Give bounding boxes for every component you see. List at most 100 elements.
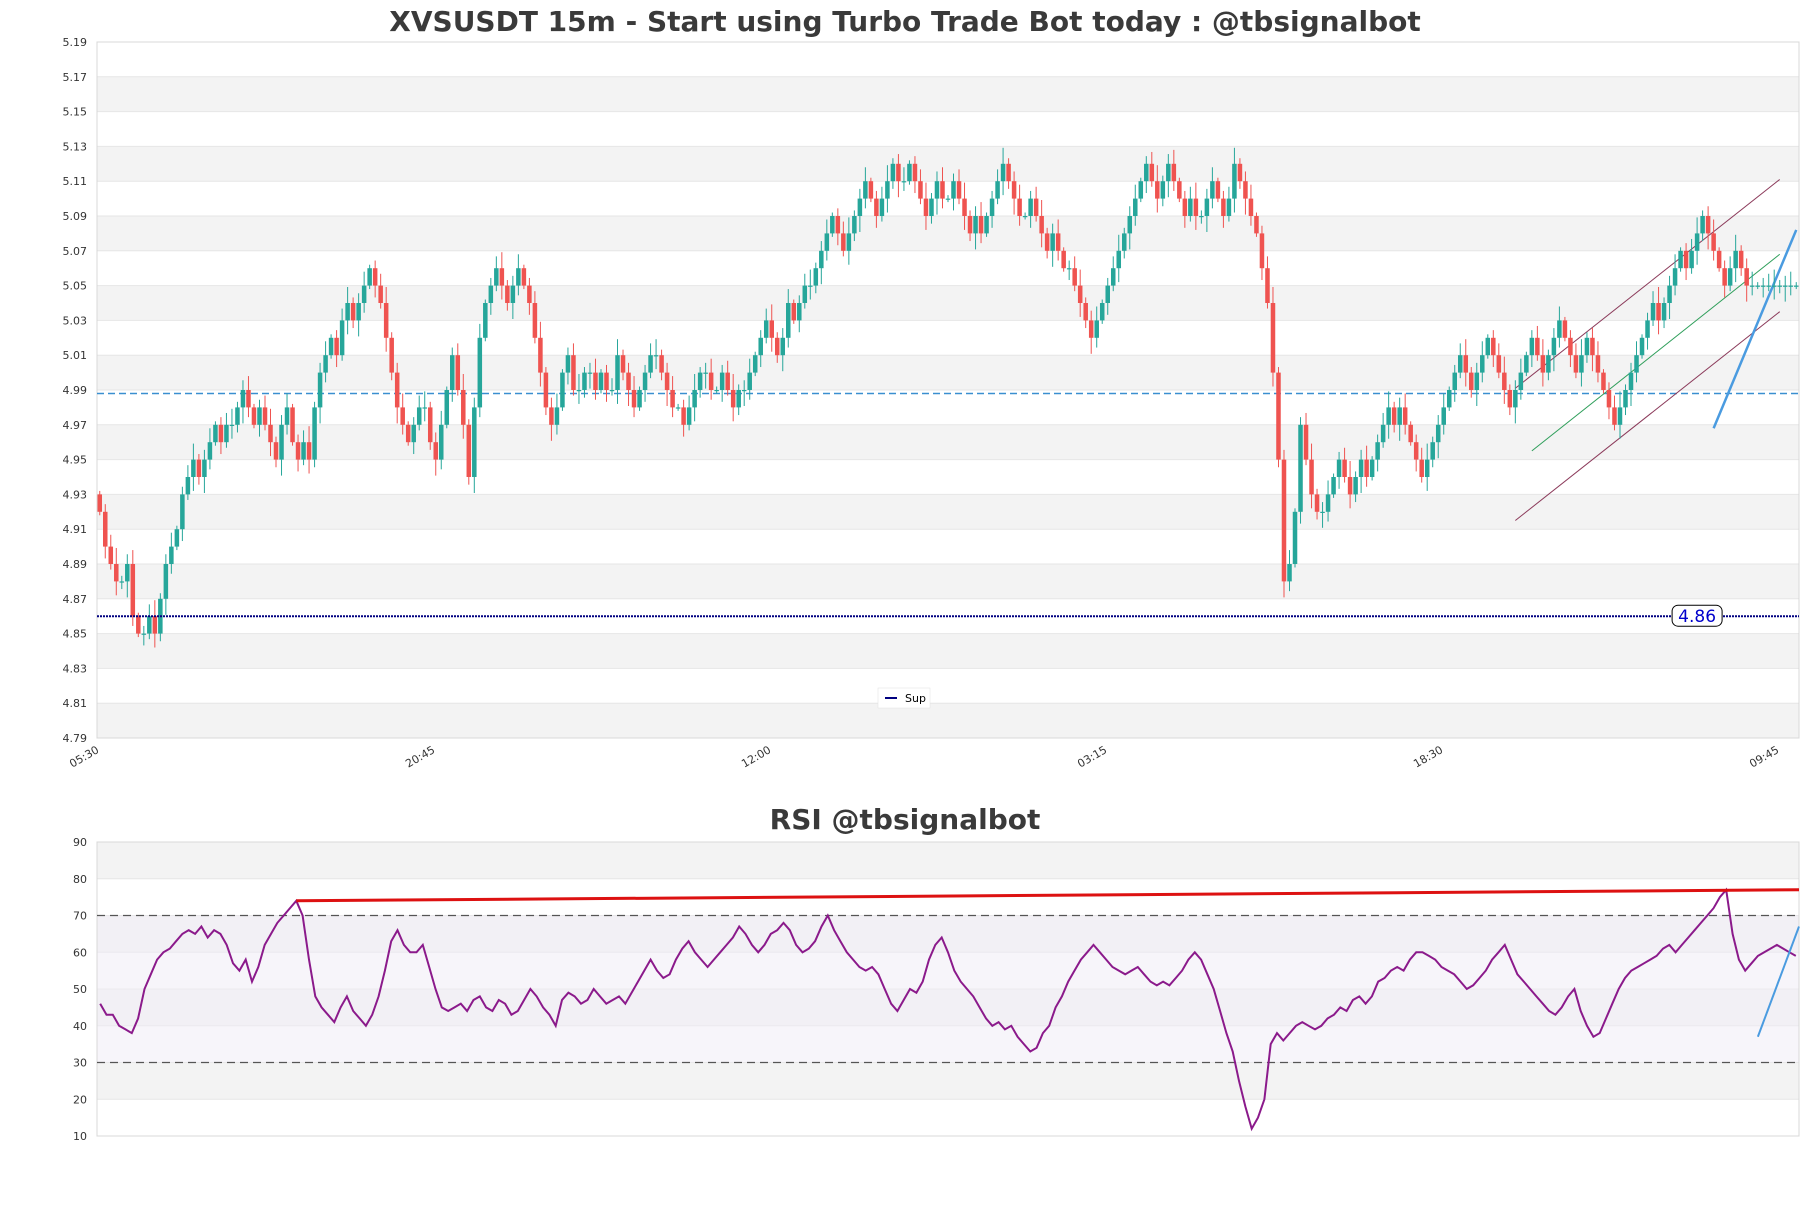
- candle-body: [279, 424, 284, 460]
- candle-body: [1364, 459, 1369, 477]
- legend-label-sup: Sup: [905, 692, 926, 705]
- candle-body: [642, 372, 648, 390]
- candle-body: [697, 372, 703, 390]
- candle-body: [609, 390, 615, 392]
- candle-body: [1166, 163, 1171, 182]
- candle-body: [659, 355, 664, 373]
- candle-body: [1182, 198, 1188, 216]
- candle-body: [934, 181, 940, 199]
- candle-body: [1535, 337, 1540, 356]
- candle-body: [273, 442, 279, 460]
- candle-body: [995, 181, 1000, 199]
- candle-body: [620, 355, 626, 373]
- candle-body: [1254, 216, 1259, 234]
- candle-body: [1716, 250, 1722, 269]
- candle-body: [846, 233, 852, 251]
- candle-body: [835, 216, 841, 234]
- price-y-tick-label: 5.13: [63, 140, 88, 153]
- candle-body: [912, 163, 918, 182]
- candle-body: [141, 633, 147, 635]
- price-x-tick-label: 20:45: [403, 743, 437, 770]
- candle-body: [1375, 442, 1380, 460]
- candle-body: [929, 198, 934, 216]
- candle-body: [879, 198, 885, 216]
- candle-body: [262, 407, 268, 425]
- candle-body: [1612, 407, 1617, 425]
- price-band: [97, 529, 1799, 564]
- candle-body: [648, 355, 653, 373]
- candle-body: [907, 163, 912, 182]
- rsi-band: [97, 1099, 1799, 1136]
- candle-body: [1347, 477, 1353, 495]
- candle-body: [1722, 268, 1727, 286]
- candle-body: [901, 181, 907, 183]
- candle-body: [1606, 390, 1612, 408]
- candle-body: [1766, 285, 1771, 287]
- candle-body: [1380, 424, 1386, 443]
- candle-body: [1298, 424, 1303, 512]
- candle-body: [1144, 163, 1149, 182]
- candle-body: [1573, 355, 1579, 373]
- candle-body: [472, 407, 477, 477]
- price-y-tick-label: 4.85: [63, 628, 88, 641]
- candle-body: [824, 233, 830, 251]
- candle-body: [1331, 477, 1336, 495]
- price-band: [97, 76, 1799, 112]
- candle-body: [422, 407, 427, 409]
- price-y-tick-label: 4.95: [63, 454, 88, 467]
- candle-body: [951, 181, 956, 199]
- candle-body: [191, 459, 196, 477]
- candle-body: [1518, 372, 1524, 390]
- candle-body: [1672, 268, 1678, 286]
- candle-body: [1083, 303, 1088, 321]
- candle-body: [1650, 303, 1656, 321]
- candle-body: [1513, 390, 1518, 408]
- candle-body: [1050, 233, 1055, 251]
- candle-body: [571, 355, 576, 390]
- candle-body: [593, 372, 598, 390]
- candle-body: [1639, 337, 1645, 356]
- svg-text:4.86: 4.86: [1678, 607, 1716, 627]
- price-band: [97, 703, 1799, 738]
- candle-body: [708, 372, 714, 390]
- price-y-tick-label: 4.97: [63, 419, 88, 432]
- candle-body: [378, 285, 383, 303]
- candle-body: [791, 303, 797, 321]
- price-band: [97, 564, 1799, 599]
- candle-body: [1177, 181, 1182, 199]
- candle-body: [1292, 511, 1298, 564]
- candle-body: [488, 285, 494, 303]
- candle-body: [626, 372, 631, 390]
- price-y-tick-label: 4.81: [63, 697, 88, 710]
- candle-body: [433, 442, 439, 460]
- candle-body: [527, 285, 532, 303]
- candle-body: [1353, 477, 1358, 495]
- candle-body: [229, 424, 235, 426]
- candle-body: [1099, 303, 1105, 321]
- candle-body: [1110, 268, 1116, 286]
- candle-body: [1072, 268, 1077, 286]
- candle-body: [808, 285, 813, 287]
- candle-body: [1463, 355, 1469, 373]
- candle-body: [301, 442, 306, 460]
- candle-body: [1744, 268, 1749, 286]
- candle-body: [1760, 285, 1766, 287]
- price-band: [97, 42, 1799, 77]
- candle-body: [1281, 459, 1287, 582]
- candle-body: [1667, 285, 1672, 303]
- candle-body: [416, 407, 422, 425]
- candle-body: [736, 390, 741, 408]
- candle-body: [1700, 216, 1705, 234]
- candle-body: [664, 372, 670, 390]
- candle-body: [1397, 407, 1402, 425]
- candle-body: [1138, 181, 1144, 199]
- candle-body: [1777, 285, 1782, 287]
- candle-body: [185, 477, 191, 495]
- candle-body: [1562, 320, 1568, 338]
- candle-body: [1628, 372, 1634, 390]
- candle-body: [1160, 181, 1166, 199]
- price-y-tick-label: 4.79: [63, 732, 88, 745]
- candle-body: [1309, 459, 1314, 495]
- candle-body: [400, 407, 405, 425]
- price-y-tick-label: 5.19: [63, 36, 88, 49]
